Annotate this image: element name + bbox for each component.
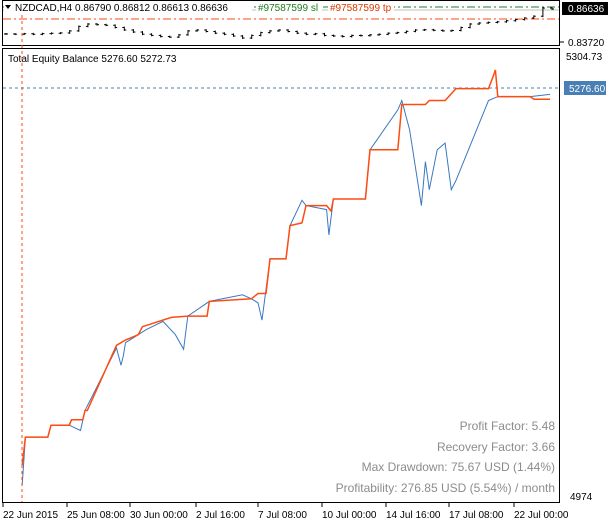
price-bar — [422, 28, 427, 31]
price-bar — [149, 33, 154, 37]
price-bar — [395, 31, 400, 35]
price-bar — [459, 26, 463, 32]
price-bar — [513, 18, 518, 22]
price-bar — [140, 31, 145, 36]
price-bar — [486, 21, 491, 24]
price-bar — [277, 29, 281, 32]
price-bar — [531, 15, 536, 19]
equity-level-badge — [564, 81, 606, 95]
price-bar — [313, 32, 318, 36]
price-bar — [477, 22, 482, 25]
price-bar — [240, 35, 245, 39]
price-bar — [377, 33, 382, 36]
price-bar — [322, 32, 327, 37]
price-bar — [440, 29, 445, 32]
price-bar — [249, 34, 254, 39]
price-bar — [550, 7, 554, 10]
price-bar — [104, 23, 109, 27]
symbol-info-background — [4, 2, 252, 14]
recovery-factor: Recovery Factor: 3.66 — [437, 440, 555, 454]
x-tick-label: 10 Jul 00:00 — [322, 510, 377, 521]
x-tick-label: 30 Jun 00:00 — [130, 510, 188, 521]
x-tick-label: 7 Jul 08:00 — [258, 510, 307, 521]
price-bar — [85, 23, 90, 28]
max-drawdown: Max Drawdown: 75.67 USD (1.44%) — [362, 460, 555, 474]
price-bar — [76, 25, 81, 32]
time-axis: 22 Jun 2015 25 Jun 08:00 30 Jun 00:00 2 Jul… — [2, 503, 569, 521]
order-label-sl-background — [256, 2, 322, 14]
x-tick-label: 14 Jul 16:00 — [386, 510, 441, 521]
price-bar — [504, 19, 509, 23]
price-bar — [186, 30, 190, 36]
price-bar — [49, 32, 54, 35]
price-bar — [222, 32, 227, 36]
price-bar — [167, 35, 172, 39]
axis-top-label: 5304.73 — [566, 52, 603, 63]
price-bars — [4, 7, 554, 39]
price-axis-low: 0.83720 — [568, 38, 605, 49]
order-label-tp: #97587599 tp — [330, 3, 392, 14]
price-bar — [158, 34, 163, 38]
indicator-title: Total Equity Balance 5276.60 5272.73 — [8, 54, 177, 65]
price-bar — [213, 30, 218, 35]
price-bar — [195, 29, 200, 32]
x-tick-label: 17 Jul 08:00 — [449, 510, 504, 521]
price-bar — [176, 33, 181, 39]
price-bar — [113, 24, 118, 29]
price-bar — [13, 33, 18, 36]
price-bar — [540, 7, 545, 18]
collapse-triangle-icon[interactable] — [5, 5, 11, 9]
price-bar — [349, 34, 354, 38]
price-bar — [4, 33, 8, 35]
price-bar — [122, 26, 127, 31]
price-bar — [204, 29, 209, 33]
price-bar — [95, 23, 99, 26]
current-price-label: 0.86636 — [568, 4, 605, 15]
price-bar — [295, 30, 300, 35]
x-tick-label: 2 Jul 16:00 — [196, 510, 245, 521]
price-bar — [331, 34, 336, 37]
equity-balance-series — [21, 69, 551, 486]
price-bar — [67, 30, 72, 34]
price-bar — [431, 28, 436, 32]
order-label-tp-background — [328, 2, 394, 14]
price-bar — [413, 29, 418, 33]
price-bar — [40, 32, 45, 36]
indicator-panel-frame — [2, 48, 560, 503]
price-bar — [522, 17, 527, 21]
profitability: Profitability: 276.85 USD (5.54%) / mont… — [336, 481, 555, 495]
price-bar — [22, 32, 27, 36]
price-bar — [31, 32, 36, 36]
order-label-sl: #97587599 sl — [258, 3, 318, 14]
price-bar — [449, 29, 454, 32]
x-tick-label: 25 Jun 08:00 — [67, 510, 125, 521]
price-bar — [368, 33, 372, 37]
balance-line — [21, 69, 550, 466]
price-bar — [286, 29, 291, 33]
equity-level-label: 5276.60 — [569, 84, 606, 95]
price-bar — [304, 32, 309, 36]
price-bar — [231, 33, 236, 37]
price-bar — [267, 30, 272, 34]
price-bar — [340, 35, 345, 38]
symbol-info: NZDCAD,H4 0.86790 0.86812 0.86613 0.8663… — [15, 3, 228, 14]
price-bar — [258, 31, 263, 37]
price-bar — [404, 30, 409, 34]
price-bar — [58, 32, 63, 35]
x-tick-label: 22 Jun 2015 — [3, 510, 58, 521]
price-bar — [495, 20, 500, 24]
current-price-badge — [562, 2, 608, 15]
price-bar — [386, 32, 391, 36]
axis-bottom-label: 4974 — [570, 492, 593, 503]
price-bar — [358, 34, 363, 37]
x-tick-label: 22 Jul 00:00 — [514, 510, 569, 521]
profit-factor: Profit Factor: 5.48 — [460, 419, 556, 433]
price-bar — [468, 23, 473, 29]
price-bar — [131, 29, 136, 33]
